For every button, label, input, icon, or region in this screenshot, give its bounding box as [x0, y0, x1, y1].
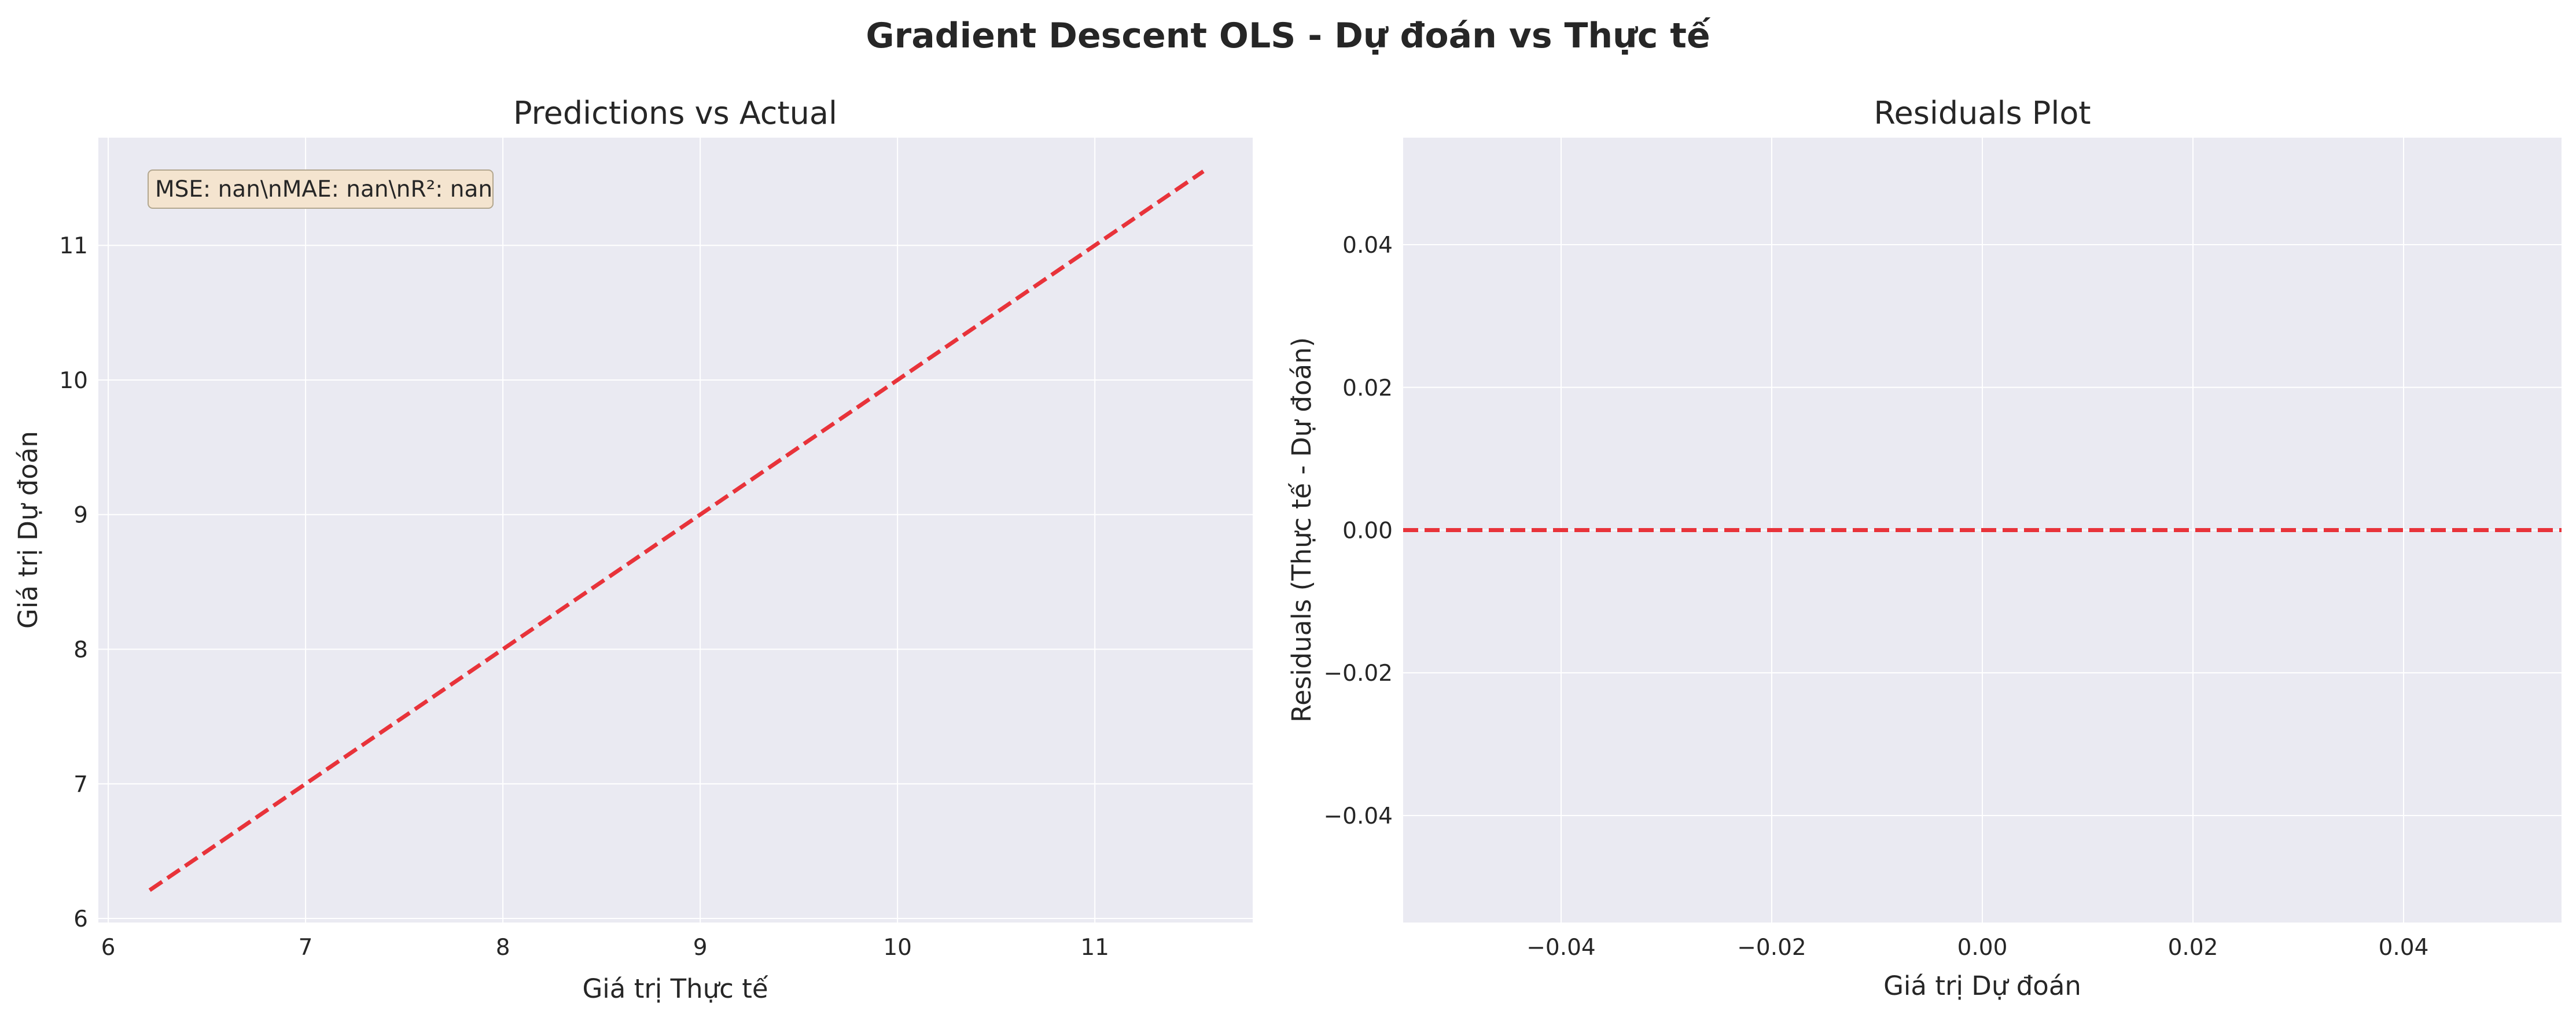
- x-tick-label: −0.02: [1737, 935, 1806, 961]
- x-axis-label-residuals: Giá trị Dự đoán: [1883, 971, 2081, 1001]
- chart-title-residuals: Residuals Plot: [1874, 95, 2091, 131]
- y-tick-label: −0.02: [1323, 661, 1393, 687]
- metrics-annotation-background: [148, 169, 494, 209]
- x-tick-label: 0.00: [1957, 935, 2008, 961]
- x-tick-label: 8: [496, 935, 510, 961]
- x-ticks-residuals: −0.04 −0.02 0.00 0.02 0.04: [1526, 935, 2428, 961]
- y-tick-label: 7: [73, 772, 88, 798]
- x-tick-label: 6: [101, 935, 116, 961]
- x-tick-label: 7: [299, 935, 313, 961]
- y-ticks-residuals: 0.04 0.02 0.00 −0.02 −0.04: [1323, 233, 1393, 829]
- grid-predictions: [98, 138, 1253, 923]
- x-axis-label-predictions: Giá trị Thực tế: [582, 973, 768, 1004]
- metrics-annotation-box: MSE: nan\nMAE: nan\nR²: nan: [148, 169, 494, 209]
- y-tick-label: −0.04: [1323, 803, 1393, 829]
- y-tick-label: 8: [73, 637, 88, 663]
- y-tick-label: 0.02: [1342, 375, 1393, 401]
- marks-predictions: [148, 169, 1205, 892]
- y-tick-label: 9: [73, 503, 88, 529]
- y-tick-label: 10: [59, 368, 88, 394]
- x-ticks-predictions: 6 7 8 9 10 11: [101, 935, 1109, 961]
- x-tick-label: 0.02: [2168, 935, 2218, 961]
- y-tick-label: 11: [59, 233, 88, 259]
- x-tick-label: −0.04: [1526, 935, 1596, 961]
- x-tick-label: 10: [883, 935, 912, 961]
- x-tick-label: 11: [1080, 935, 1109, 961]
- figure-title: Gradient Descent OLS - Dự đoán vs Thực t…: [866, 16, 1711, 56]
- chart-title-predictions: Predictions vs Actual: [513, 95, 837, 131]
- y-tick-label: 6: [73, 906, 88, 932]
- y-tick-label: 0.00: [1342, 518, 1393, 544]
- metrics-annotation-text: MSE: nan\nMAE: nan\nR²: nan: [155, 176, 492, 202]
- panel-residuals: −0.04 −0.02 0.00 0.02 0.04 0.04 0.02 0.00 −0.02…: [1286, 95, 2562, 1001]
- x-tick-label: 0.04: [2379, 935, 2429, 961]
- y-axis-label-predictions: Giá trị Dự đoán: [13, 431, 43, 629]
- x-tick-label: 9: [693, 935, 708, 961]
- y-tick-label: 0.04: [1342, 233, 1393, 259]
- y-ticks-predictions: 6 7 8 9 10 11: [59, 233, 88, 932]
- series-line: [148, 169, 1205, 892]
- y-axis-label-residuals: Residuals (Thực tế - Dự đoán): [1286, 337, 1317, 722]
